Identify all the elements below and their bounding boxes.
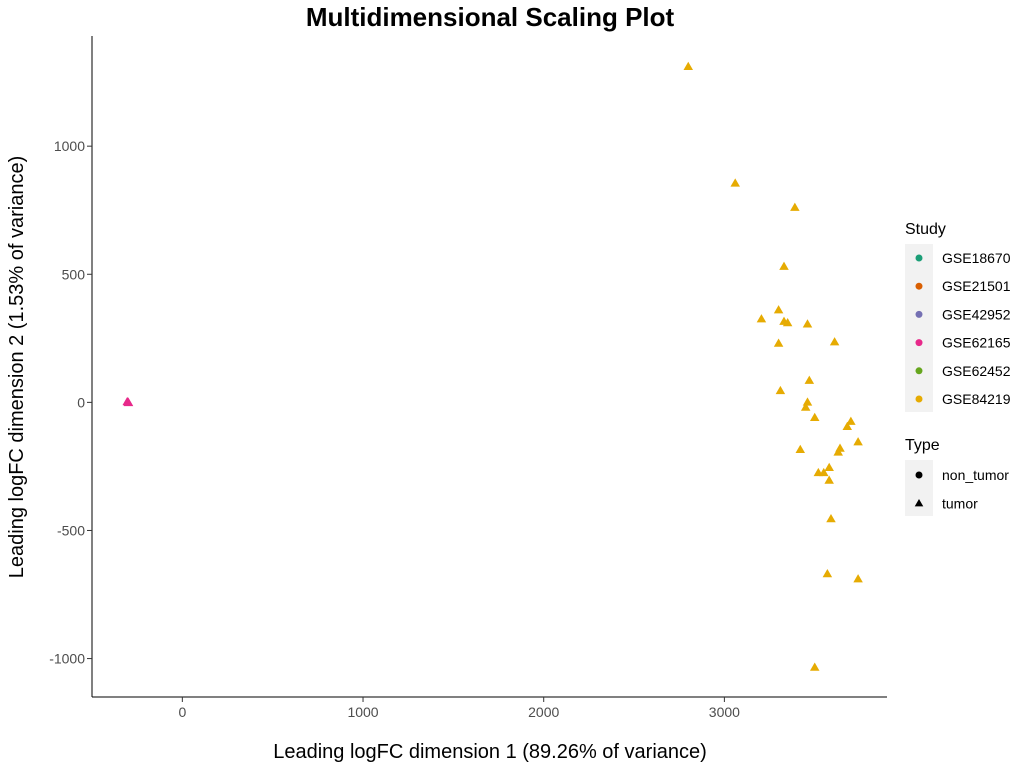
legend-study-title: Study xyxy=(905,221,946,238)
data-point-gse84219 xyxy=(824,462,834,471)
legend-label-gse42952: GSE42952 xyxy=(942,306,1011,322)
y-tick-label: -500 xyxy=(57,522,85,538)
y-axis-title: Leading logFC dimension 2 (1.53% of vari… xyxy=(6,156,28,578)
chart-title: Multidimensional Scaling Plot xyxy=(306,2,675,32)
data-point-gse84219 xyxy=(826,513,836,523)
data-point-gse84219 xyxy=(824,475,834,484)
legend-label-gse84219: GSE84219 xyxy=(942,391,1011,407)
data-point-gse84219 xyxy=(833,447,843,456)
data-point-gse84219 xyxy=(809,662,820,671)
data-point-gse84219 xyxy=(800,402,811,411)
x-tick-label: 3000 xyxy=(709,704,740,720)
data-point-gse84219 xyxy=(773,338,784,347)
data-point-gse84219 xyxy=(775,385,786,395)
data-point-gse84219 xyxy=(773,305,784,314)
data-point-gse84219 xyxy=(822,569,833,578)
y-tick-label: 0 xyxy=(77,394,85,410)
legend-type-key-background xyxy=(905,460,933,516)
legend-shape-tumor xyxy=(914,499,924,507)
legend-label-gse18670: GSE18670 xyxy=(942,250,1011,266)
data-point-gse62165 xyxy=(123,397,134,407)
legend-swatch-gse18670 xyxy=(915,254,923,262)
data-point-gse84219 xyxy=(842,421,852,430)
data-point-gse84219 xyxy=(829,337,840,346)
data-point-gse84219 xyxy=(802,319,813,328)
legend-study-entries: GSE18670 GSE21501 GSE42952 GSE62165 GSE62452… xyxy=(915,250,1011,407)
x-tick-label: 0 xyxy=(178,704,186,720)
data-points xyxy=(122,61,863,671)
legend-label-gse62165: GSE62165 xyxy=(942,335,1011,351)
data-point-gse84219 xyxy=(683,61,693,70)
legend-swatch-gse42952 xyxy=(915,310,923,318)
y-tick-label: -1000 xyxy=(49,651,85,667)
data-point-gse84219 xyxy=(853,437,863,446)
legend-swatch-gse62165 xyxy=(915,339,923,347)
legend-label-gse21501: GSE21501 xyxy=(942,278,1011,294)
data-point-gse84219 xyxy=(809,412,820,421)
data-point-gse84219 xyxy=(846,416,856,425)
x-tick-label: 2000 xyxy=(528,704,559,720)
legend-study-key-background xyxy=(905,244,933,412)
axes: 0 1000 2000 3000 -1000 -500 0 500 1000 xyxy=(49,36,887,720)
data-point-gse84219 xyxy=(790,202,800,211)
x-axis-title: Leading logFC dimension 1 (89.26% of var… xyxy=(273,741,707,763)
legend-label-gse62452: GSE62452 xyxy=(942,363,1011,379)
data-point-gse84219 xyxy=(782,317,793,327)
data-point-gse84219 xyxy=(779,261,789,270)
y-tick-label: 1000 xyxy=(54,138,85,154)
legend: Study GSE18670GSE21501GSE42952GSE62165GS… xyxy=(905,221,1011,516)
data-point-gse84219 xyxy=(819,467,829,477)
data-point-gse84219 xyxy=(804,375,815,384)
legend-label-tumor: tumor xyxy=(942,496,978,512)
legend-type-title: Type xyxy=(905,437,940,454)
x-ticks: 0 1000 2000 3000 xyxy=(178,697,740,720)
legend-swatch-gse21501 xyxy=(915,282,923,290)
x-tick-label: 1000 xyxy=(347,704,378,720)
data-point-gse84219 xyxy=(756,314,767,323)
legend-swatch-gse84219 xyxy=(915,395,923,403)
data-point-gse84219 xyxy=(802,397,813,406)
data-point-gse84219 xyxy=(853,574,863,583)
legend-swatch-gse62452 xyxy=(915,367,923,375)
data-point-gse84219 xyxy=(730,178,740,187)
y-ticks: -1000 -500 0 500 1000 xyxy=(49,138,92,667)
legend-label-non_tumor: non_tumor xyxy=(942,467,1009,483)
legend-shape-non_tumor xyxy=(915,471,923,479)
data-point-gse84219 xyxy=(795,444,806,454)
y-tick-label: 500 xyxy=(62,266,86,282)
